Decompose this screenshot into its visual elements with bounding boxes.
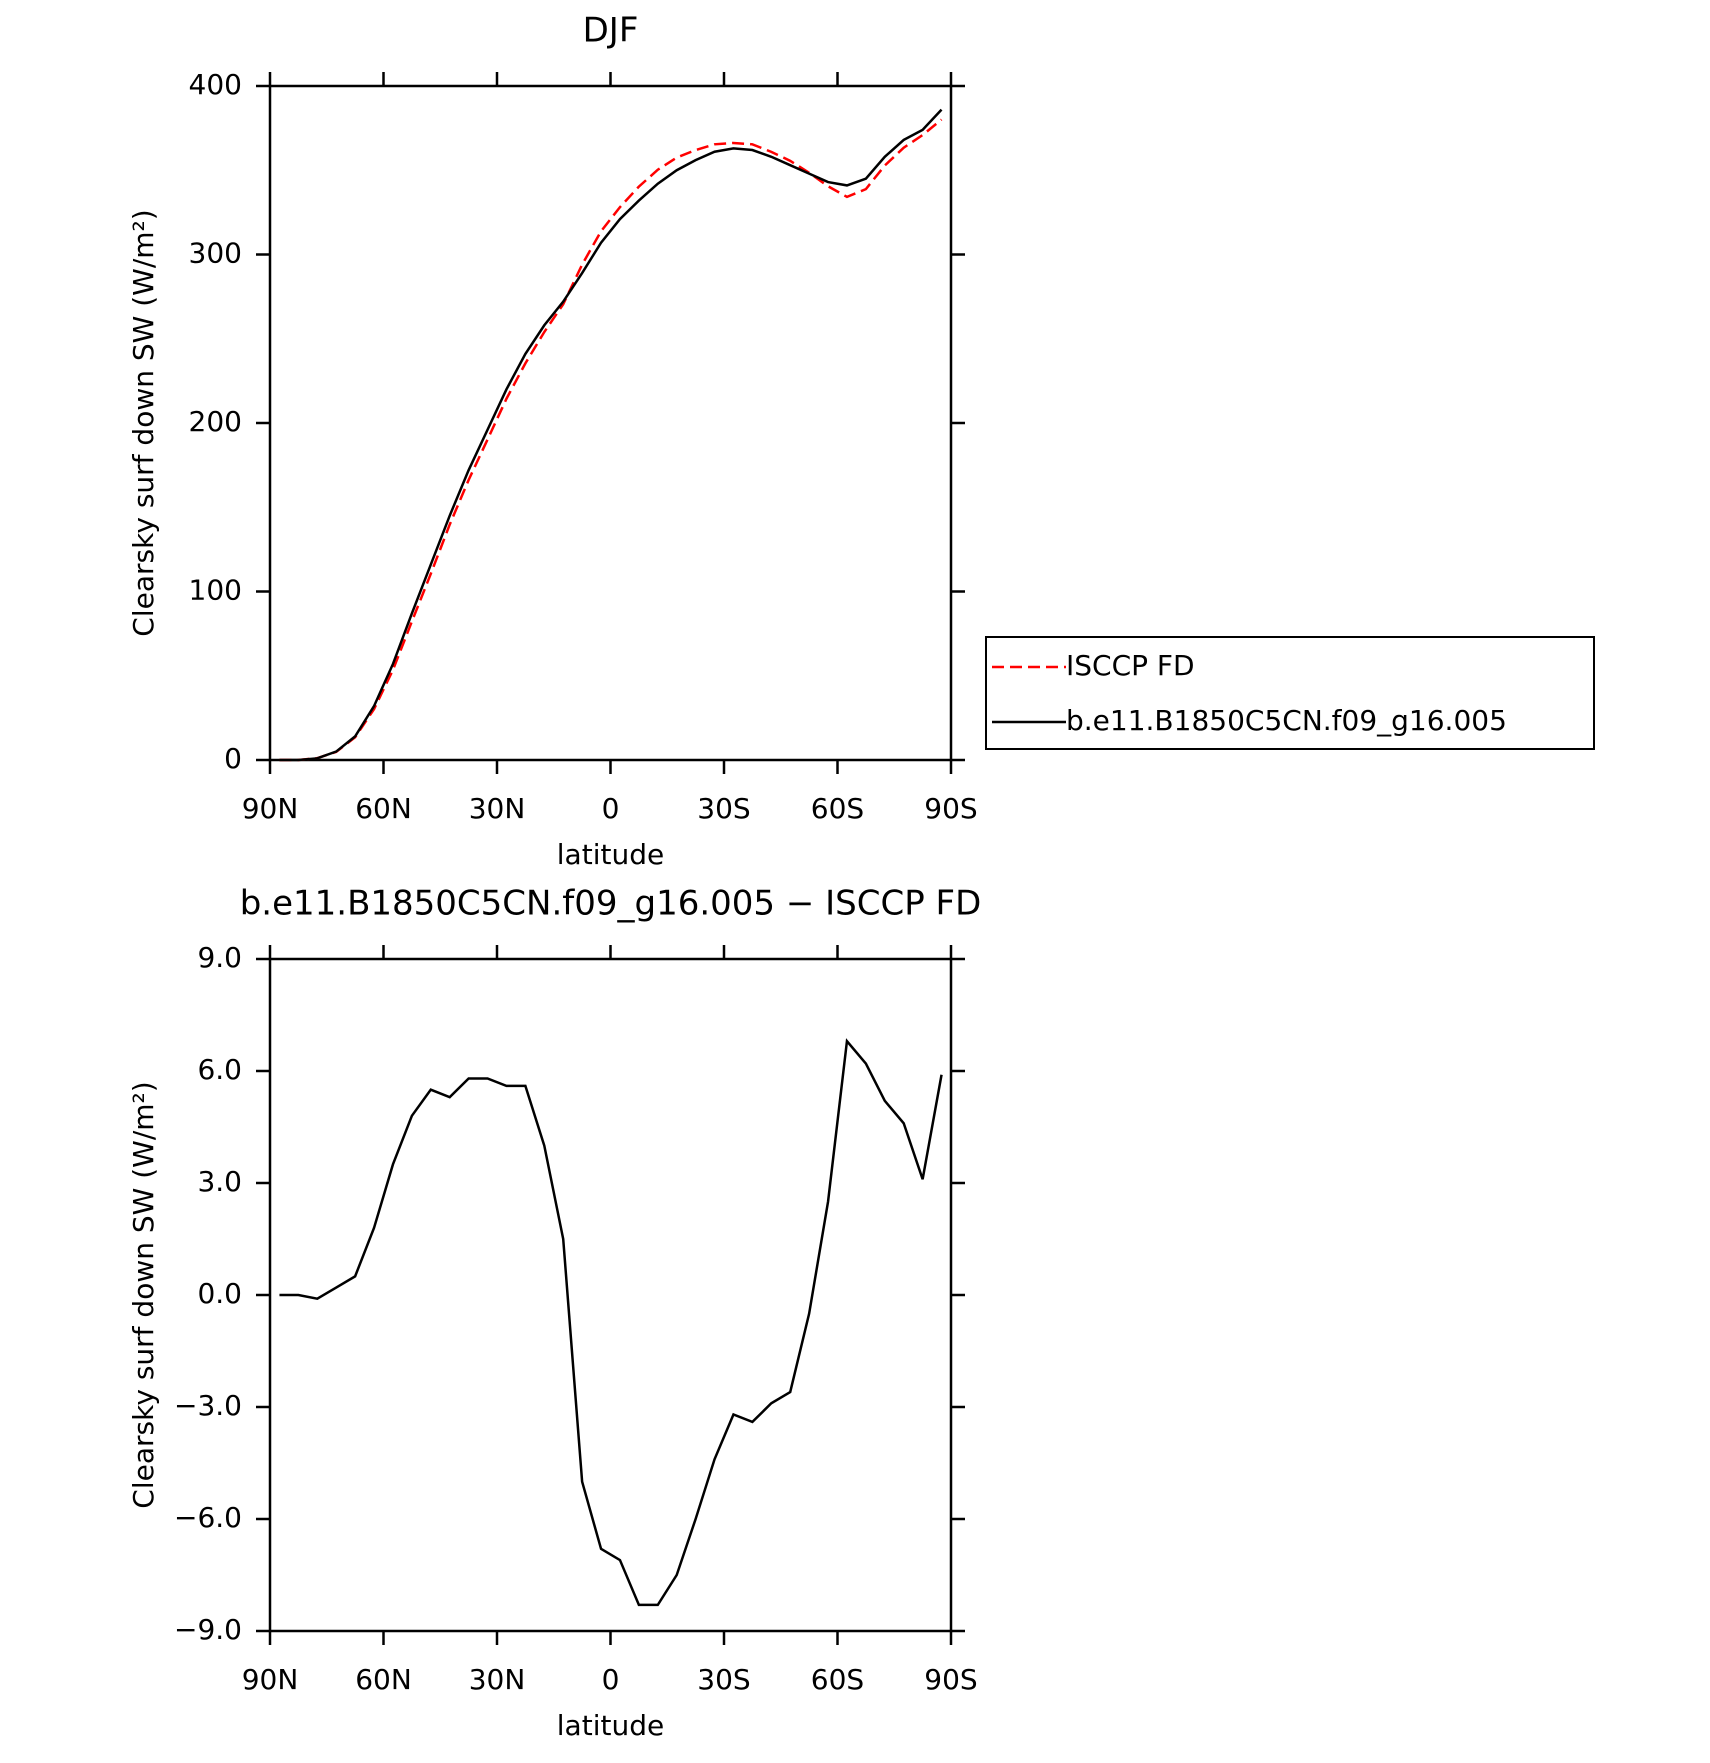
plot-frame [268,957,953,1633]
y-tick-label: 200 [189,405,242,438]
y-axis-label: Clearsky surf down SW (W/m²) [127,1081,160,1508]
y-tick-label: −3.0 [174,1389,242,1422]
x-tick-label: 90S [924,792,977,825]
x-tick-label: 0 [602,792,620,825]
plot-frame [268,84,953,762]
x-tick-label: 60S [811,1663,864,1696]
y-tick-label: 6.0 [197,1053,242,1086]
x-tick-label: 60N [355,792,412,825]
legend-box [985,636,1595,750]
data-line [279,108,943,762]
data-line [279,118,943,762]
x-tick-label: 90N [242,792,299,825]
x-tick-label: 90N [242,1663,299,1696]
y-tick-label: 3.0 [197,1165,242,1198]
chart-title: DJF [583,11,639,51]
y-axis-label: Clearsky surf down SW (W/m²) [127,209,160,636]
y-tick-label: 100 [189,574,242,607]
x-axis-label: latitude [557,838,664,871]
x-tick-label: 0 [602,1663,620,1696]
y-tick-label: −6.0 [174,1501,242,1534]
legend-label: b.e11.B1850C5CN.f09_g16.005 [1066,704,1507,737]
x-tick-label: 30S [697,1663,750,1696]
x-tick-label: 30N [469,1663,526,1696]
x-axis-label: latitude [557,1709,664,1742]
x-tick-label: 60N [355,1663,412,1696]
x-tick-label: 90S [924,1663,977,1696]
x-tick-label: 60S [811,792,864,825]
y-tick-label: 0.0 [197,1277,242,1310]
data-line [279,1038,943,1607]
y-tick-label: 0 [224,742,242,775]
x-tick-label: 30S [697,792,750,825]
legend-label: ISCCP FD [1066,649,1195,682]
y-tick-label: 9.0 [197,941,242,974]
chart-title: b.e11.B1850C5CN.f09_g16.005 − ISCCP FD [240,884,982,924]
y-tick-label: 400 [189,68,242,101]
y-tick-label: −9.0 [174,1613,242,1646]
x-tick-label: 30N [469,792,526,825]
y-tick-label: 300 [189,237,242,270]
